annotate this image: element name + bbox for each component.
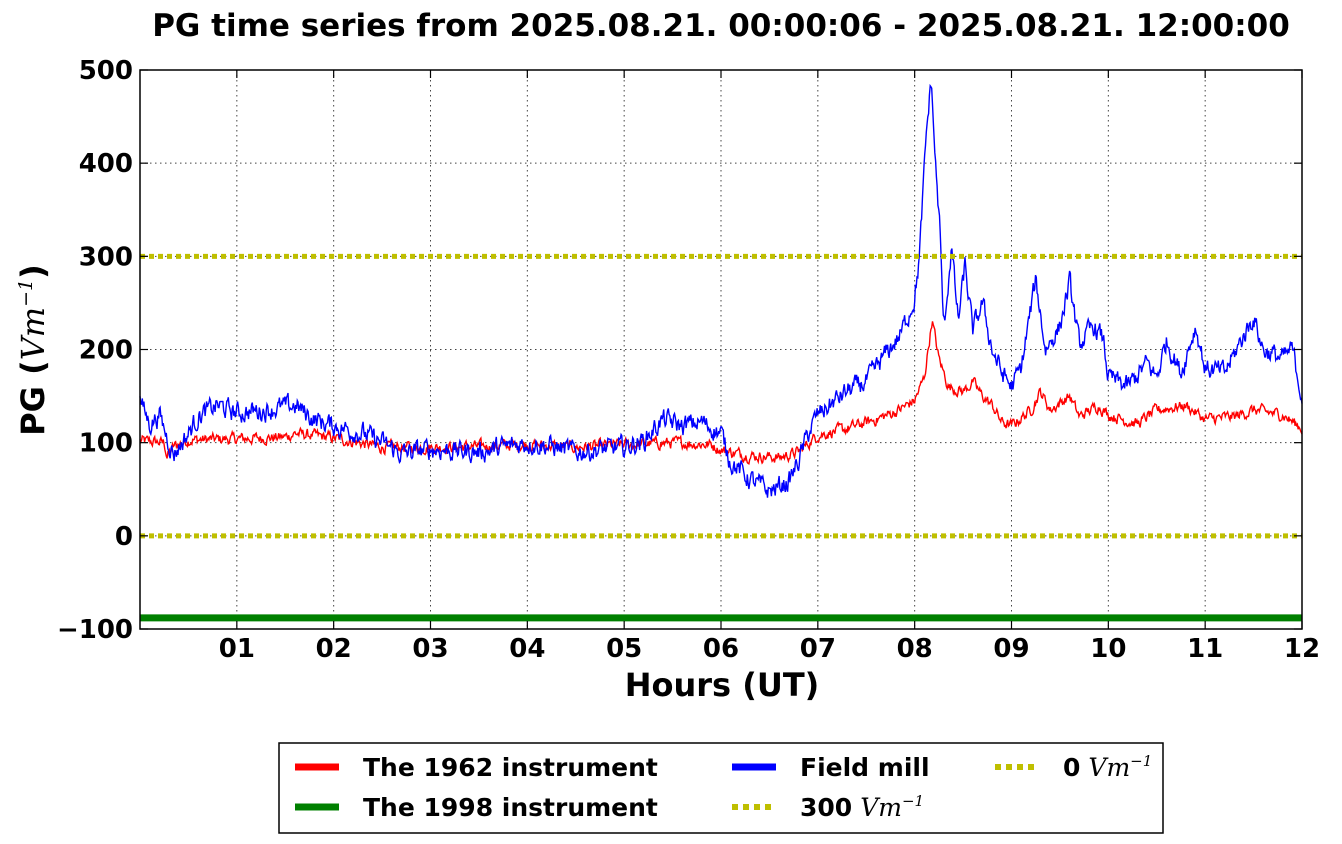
x-tick-label: 10 [1090,634,1126,664]
chart-title: PG time series from 2025.08.21. 00:00:06… [152,8,1290,44]
x-tick-label: 11 [1187,634,1223,664]
x-tick-label: 12 [1284,634,1320,664]
x-tick-label: 01 [219,634,255,664]
axis-ticks: 01 02 03 04 05 06 07 08 09 10 11 12 −100 0 100 200 300 40… [57,56,1320,664]
y-tick-label: 300 [79,242,133,272]
x-axis-label: Hours (UT) [625,666,820,704]
y-axis-label-close: ) [14,264,52,279]
x-tick-label: 08 [897,634,933,664]
legend-label: The 1998 instrument [363,793,658,822]
grid [140,69,1303,630]
y-tick-label: 400 [79,149,133,179]
series-layer [139,83,1303,622]
legend-label: 0 Vm−1 [1063,752,1152,782]
y-tick-label: 200 [79,336,133,366]
legend: The 1962 instrument Field mill 0 Vm−1 The 19… [278,742,1164,834]
y-tick-label: 0 [115,522,133,552]
x-tick-label: 02 [316,634,352,664]
legend-label: The 1962 instrument [363,753,658,782]
y-axis-label-main: PG ( [14,360,52,435]
y-axis-label: PG (Vm−1) [14,264,52,436]
x-tick-label: 05 [606,634,642,664]
x-tick-label: 04 [509,634,545,664]
x-tick-label: 06 [703,634,739,664]
y-axis-label-exponent: −1 [15,279,37,307]
y-tick-label: 100 [79,429,133,459]
y-tick-label: 500 [79,56,133,86]
legend-box [278,742,1164,834]
x-tick-label: 09 [993,634,1029,664]
x-tick-label: 03 [412,634,448,664]
y-tick-label: −100 [57,615,133,645]
legend-label: 300 Vm−1 [800,792,924,822]
y-axis-label-unit: Vm [14,307,52,360]
x-tick-label: 07 [800,634,836,664]
legend-label: Field mill [800,753,930,782]
series-line-field-mill [139,83,1303,498]
